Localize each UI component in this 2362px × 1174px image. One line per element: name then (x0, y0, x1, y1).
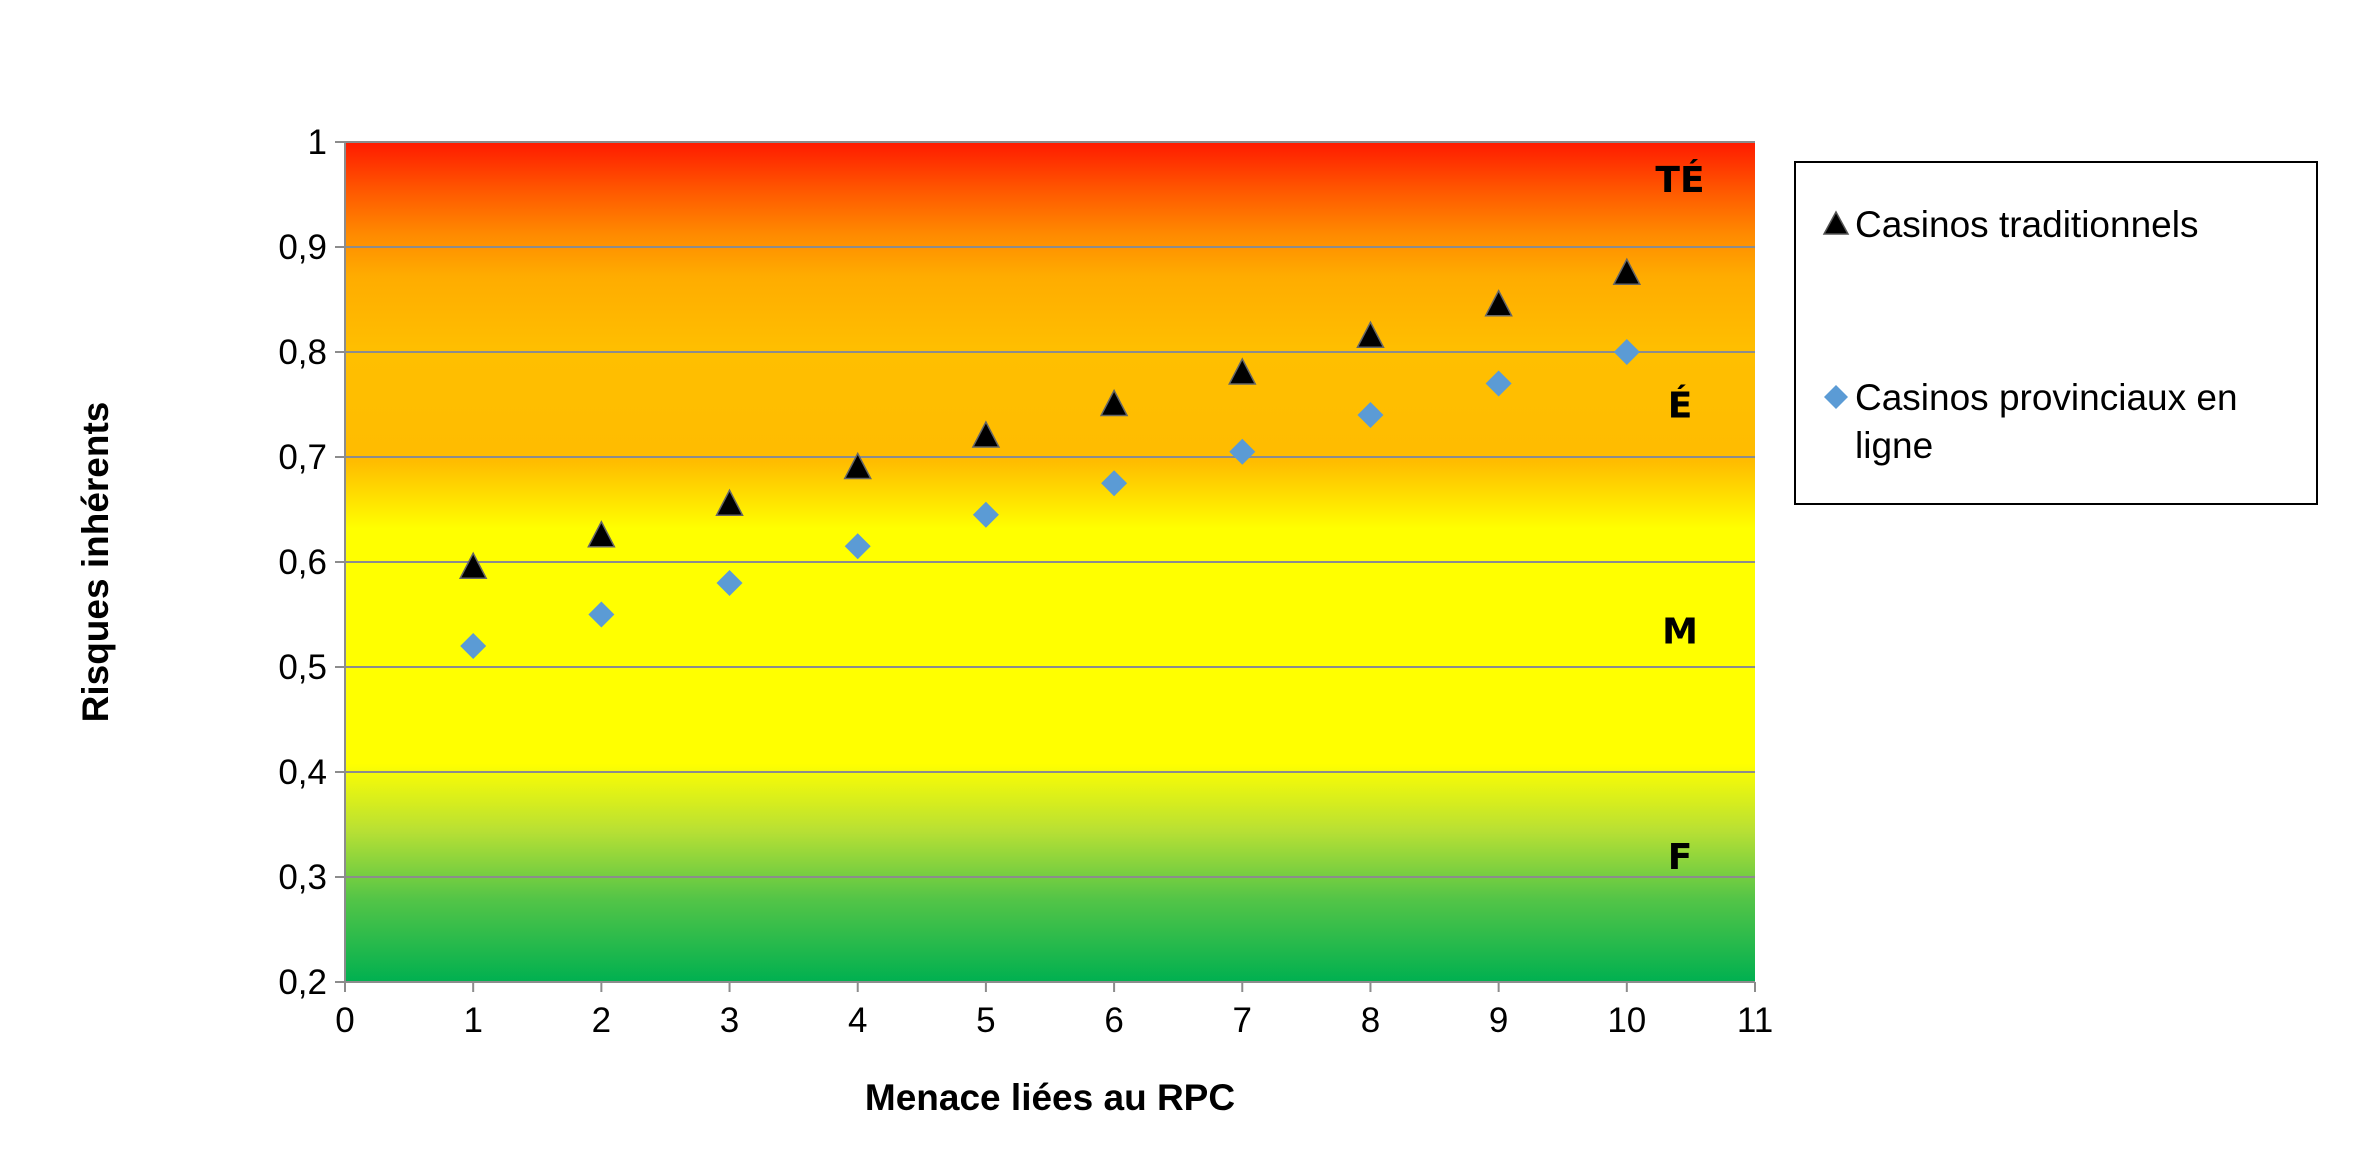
legend-box (1794, 161, 2318, 505)
x-tick-label: 9 (1489, 1001, 1508, 1040)
data-point-series-1 (587, 520, 616, 548)
data-point-series-2 (1101, 470, 1128, 497)
zone-label: M (1662, 611, 1698, 652)
data-point-series-1 (1356, 320, 1385, 348)
data-point-series-2 (1357, 402, 1384, 428)
x-tick-label: 4 (848, 1001, 867, 1040)
x-tick-label: 11 (1737, 1001, 1773, 1040)
data-point-series-1 (843, 451, 872, 480)
y-tick-label: 0,6 (278, 543, 327, 582)
y-tick-label: 0,9 (278, 228, 327, 267)
legend-label-series-1: Casinos traditionnels (1855, 204, 2198, 245)
x-tick-label: 10 (1607, 1001, 1646, 1040)
x-tick-label: 6 (1104, 1001, 1123, 1040)
data-point-series-2 (844, 533, 871, 560)
data-point-series-2 (1613, 339, 1640, 365)
data-point-series-1 (1612, 257, 1642, 285)
y-axis-ticks: 0,2 0,3 0,4 0,5 0,6 0,7 0,8 0,9 1 (278, 123, 345, 1002)
legend-marker-diamond (1824, 385, 1848, 409)
legend-marker-triangle (1822, 210, 1850, 235)
gridlines (345, 141, 1755, 878)
data-point-series-2 (1485, 370, 1512, 397)
y-tick-label: 0,7 (278, 438, 327, 477)
y-tick-label: 0,3 (278, 858, 327, 897)
y-tick-label: 0,4 (278, 753, 327, 792)
data-point-series-2 (588, 601, 615, 628)
legend: Casinos traditionnels Casinos provinciau… (1794, 161, 2318, 505)
data-point-series-2 (972, 501, 999, 528)
x-tick-label: 2 (592, 1001, 611, 1040)
x-tick-label: 1 (463, 1001, 482, 1040)
y-tick-label: 1 (308, 123, 327, 162)
data-point-series-1 (715, 488, 744, 516)
zone-label: É (1668, 385, 1693, 427)
legend-label-series-2: Casinos provinciaux en ligne (1855, 377, 2238, 466)
data-point-series-2 (1229, 438, 1256, 465)
data-point-series-1 (1099, 388, 1129, 417)
data-point-series-2 (716, 570, 743, 596)
x-axis-ticks: 0 1 2 3 4 5 6 7 8 9 10 11 (335, 982, 1773, 1040)
x-axis-title: Menace liées au RPC (865, 1077, 1235, 1118)
y-tick-label: 0,2 (278, 963, 327, 1002)
y-tick-label: 0,8 (278, 333, 327, 372)
data-point-series-2 (460, 633, 487, 659)
y-tick-label: 0,5 (278, 648, 327, 687)
x-tick-label: 7 (1233, 1001, 1252, 1040)
data-point-series-1 (971, 420, 1001, 448)
x-tick-label: 8 (1361, 1001, 1380, 1040)
x-tick-label: 5 (976, 1001, 995, 1040)
y-axis-title: Risques inhérents (75, 402, 116, 723)
data-point-series-1 (1484, 289, 1513, 317)
x-tick-label: 3 (720, 1001, 739, 1040)
zone-labels: TÉ É M F (1655, 159, 1704, 878)
zone-label: TÉ (1655, 159, 1704, 201)
data-point-series-1 (458, 551, 488, 579)
zone-label: F (1668, 837, 1693, 878)
x-tick-label: 0 (335, 1001, 354, 1040)
data-points (458, 257, 1642, 659)
data-point-series-1 (1228, 357, 1257, 385)
